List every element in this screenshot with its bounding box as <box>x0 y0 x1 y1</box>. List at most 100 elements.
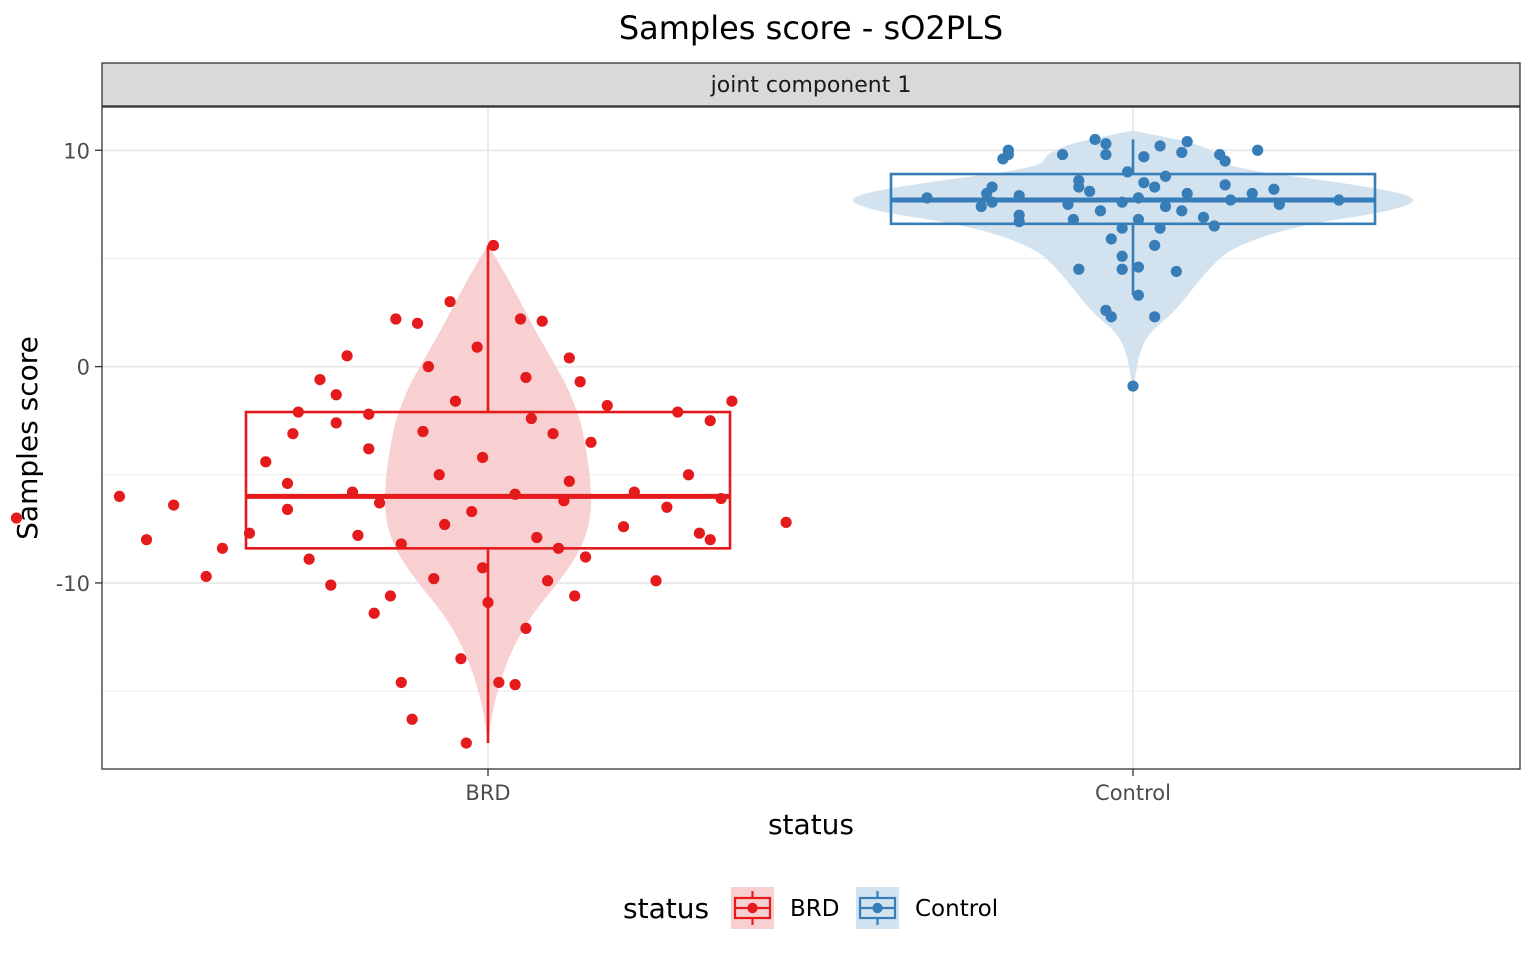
point-control-9 <box>1013 216 1025 228</box>
point-brd-74 <box>715 492 727 505</box>
point-brd-10 <box>287 428 299 440</box>
point-brd-41 <box>476 562 489 574</box>
point-control-17 <box>1084 185 1096 197</box>
facet-strip-label: joint component 1 <box>710 73 912 98</box>
point-brd-2 <box>140 534 153 546</box>
point-brd-23 <box>374 497 386 509</box>
point-control-12 <box>1062 198 1074 210</box>
point-brd-32 <box>428 573 440 585</box>
point-brd-19 <box>352 529 364 541</box>
point-control-1 <box>975 200 987 213</box>
point-control-32 <box>1132 192 1145 204</box>
point-brd-43 <box>482 596 494 609</box>
point-brd-14 <box>325 579 337 591</box>
point-brd-61 <box>574 376 586 388</box>
point-brd-16 <box>330 389 342 401</box>
point-brd-0 <box>10 512 23 524</box>
point-brd-21 <box>363 408 375 420</box>
point-brd-6 <box>243 527 256 539</box>
point-control-55 <box>1246 187 1258 200</box>
point-control-26 <box>1116 250 1128 262</box>
point-brd-50 <box>520 371 532 384</box>
point-brd-31 <box>422 361 434 373</box>
point-control-13 <box>1067 213 1079 226</box>
point-brd-75 <box>726 395 738 407</box>
point-brd-40 <box>471 341 483 353</box>
point-brd-38 <box>460 737 472 749</box>
point-brd-33 <box>433 469 445 481</box>
point-brd-12 <box>303 553 315 565</box>
point-control-29 <box>1121 166 1134 178</box>
point-brd-58 <box>563 352 575 364</box>
point-brd-72 <box>704 415 716 427</box>
point-brd-62 <box>579 551 592 563</box>
point-brd-3 <box>168 499 180 511</box>
y-tick-label-1: 0 <box>77 356 90 380</box>
point-control-7 <box>1002 148 1014 161</box>
point-control-54 <box>1224 194 1237 206</box>
point-brd-56 <box>552 542 565 554</box>
point-control-34 <box>1132 261 1145 273</box>
point-brd-28 <box>406 713 418 725</box>
point-control-23 <box>1105 233 1117 245</box>
point-brd-17 <box>341 350 353 362</box>
point-control-35 <box>1138 177 1150 189</box>
point-brd-15 <box>330 417 342 429</box>
point-brd-18 <box>346 486 359 498</box>
point-brd-65 <box>617 521 630 533</box>
box-brd <box>244 410 732 550</box>
legend-key-point-control <box>872 902 883 914</box>
point-brd-48 <box>514 313 527 325</box>
x-tick-label-0: BRD <box>465 781 510 805</box>
point-control-49 <box>1197 211 1210 223</box>
point-brd-69 <box>672 406 684 418</box>
boxplot-layer <box>244 139 1377 744</box>
point-brd-63 <box>585 436 597 448</box>
point-brd-25 <box>390 313 402 325</box>
point-control-3 <box>986 181 998 193</box>
point-brd-34 <box>439 518 451 531</box>
point-control-27 <box>1116 222 1128 234</box>
point-control-56 <box>1252 144 1264 156</box>
point-brd-53 <box>536 315 548 327</box>
x-axis-title: status <box>768 808 854 841</box>
point-brd-55 <box>547 428 559 440</box>
point-control-43 <box>1159 200 1172 213</box>
point-brd-1 <box>113 490 126 503</box>
point-control-11 <box>1056 148 1069 161</box>
point-control-39 <box>1149 181 1161 193</box>
point-control-25 <box>1116 196 1128 208</box>
point-brd-42 <box>476 451 489 464</box>
point-control-40 <box>1154 140 1166 152</box>
point-brd-64 <box>601 399 613 412</box>
point-brd-5 <box>216 542 229 554</box>
point-control-38 <box>1149 311 1161 323</box>
legend-title: status <box>623 892 709 925</box>
point-brd-27 <box>395 676 407 689</box>
legend: status BRD Control <box>623 887 998 929</box>
point-control-59 <box>1333 194 1345 206</box>
chart-title: Samples score - sO2PLS <box>619 9 1003 47</box>
point-control-16 <box>1073 263 1085 275</box>
point-brd-57 <box>558 495 570 507</box>
y-axis-title: Samples score <box>11 336 44 540</box>
y-tick-label-0: 10 <box>63 139 90 163</box>
point-control-58 <box>1273 198 1285 210</box>
point-brd-30 <box>417 425 429 438</box>
point-brd-76 <box>780 516 792 528</box>
point-brd-47 <box>509 488 521 500</box>
point-brd-29 <box>411 317 424 329</box>
plot-panel-border <box>101 106 1521 770</box>
point-control-44 <box>1170 265 1182 278</box>
point-control-45 <box>1176 205 1188 217</box>
point-brd-67 <box>650 575 662 587</box>
point-brd-52 <box>531 531 543 544</box>
point-brd-68 <box>661 501 673 513</box>
point-control-37 <box>1149 239 1161 252</box>
jitter-points-layer <box>10 133 1345 749</box>
axes: 10 0 -10 BRD Control <box>56 139 1171 805</box>
point-control-52 <box>1219 155 1231 167</box>
point-control-50 <box>1208 220 1220 232</box>
point-brd-45 <box>493 676 505 689</box>
